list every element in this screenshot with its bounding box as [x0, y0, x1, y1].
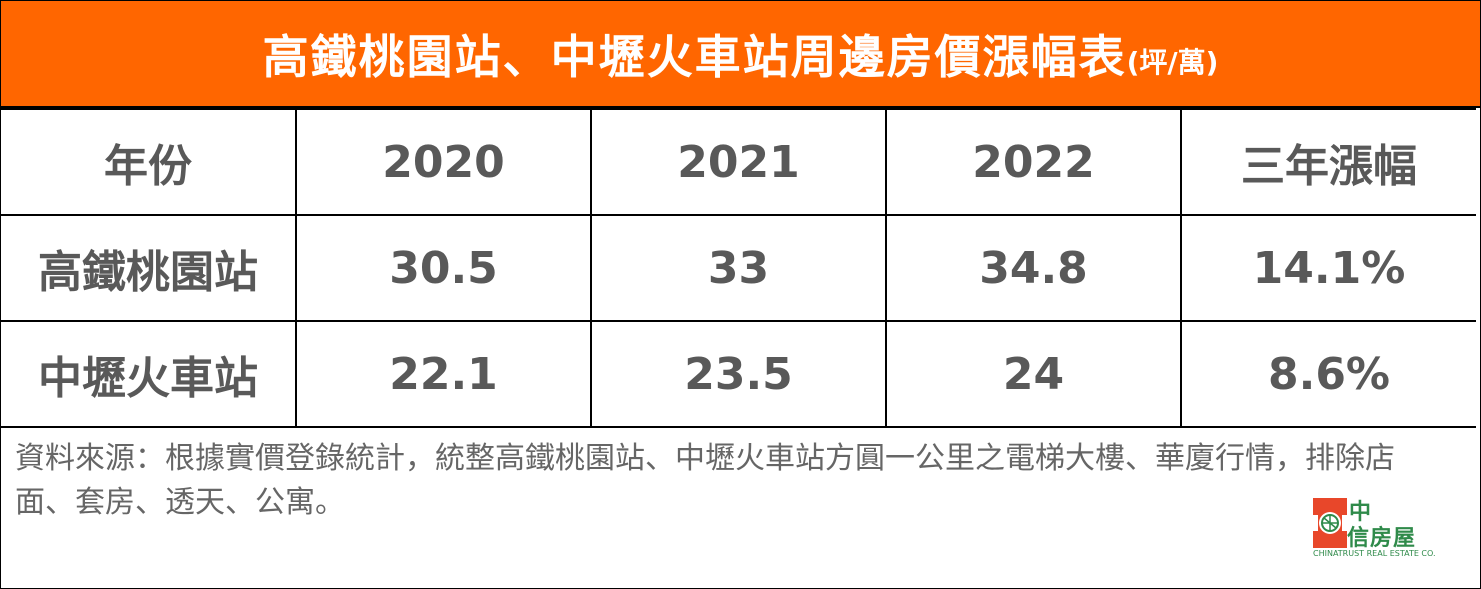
- cell: 34.8: [885, 214, 1182, 322]
- row-label: 高鐵桃園站: [1, 214, 297, 322]
- cell: 30.5: [295, 214, 592, 322]
- cell: 三年漲幅: [1180, 108, 1476, 216]
- cell: 8.6%: [1180, 320, 1476, 428]
- logo-icon: [1313, 498, 1347, 548]
- header-row: 年份 2020 2021 2022 三年漲幅: [1, 108, 1476, 216]
- source-note: 資料來源：根據實價登錄統計，統整高鐵桃園站、中壢火車站方圓一公里之電梯大樓、華廈…: [15, 441, 1395, 520]
- logo: 中 信房屋 CHINATRUST REAL ESTATE CO.: [1313, 496, 1463, 566]
- cell: 22.1: [295, 320, 592, 428]
- title: 高鐵桃園站、中壢火車站周邊房價漲幅表: [262, 29, 1127, 84]
- cell: 2022: [885, 108, 1182, 216]
- data-row: 中壢火車站 22.1 23.5 24 8.6%: [1, 320, 1476, 428]
- row-label: 年份: [1, 108, 297, 216]
- unit: (坪/萬): [1126, 45, 1219, 79]
- cell: 23.5: [590, 320, 887, 428]
- cell: 24: [885, 320, 1182, 428]
- cell: 2020: [295, 108, 592, 216]
- cell: 33: [590, 214, 887, 322]
- logo-name-bottom: 信房屋: [1347, 526, 1417, 551]
- cell: 14.1%: [1180, 214, 1476, 322]
- cell: 2021: [590, 108, 887, 216]
- title-bar: 高鐵桃園站、中壢火車站周邊房價漲幅表 (坪/萬): [1, 1, 1480, 108]
- row-label: 中壢火車站: [1, 320, 297, 428]
- logo-name-top: 中: [1349, 500, 1372, 525]
- data-row: 高鐵桃園站 30.5 33 34.8 14.1%: [1, 214, 1476, 322]
- logo-english: CHINATRUST REAL ESTATE CO.: [1313, 549, 1436, 558]
- price-table: 年份 2020 2021 2022 三年漲幅 高鐵桃園站 30.5 33 34.8 14.1% 中壢…: [1, 108, 1476, 428]
